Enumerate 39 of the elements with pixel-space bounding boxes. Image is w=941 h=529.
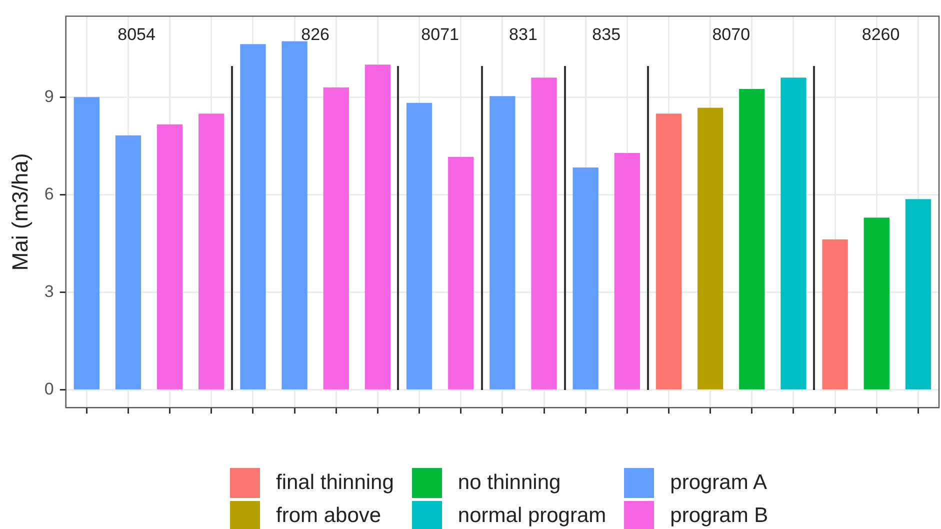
bar — [282, 41, 308, 390]
legend-label: from above — [276, 504, 382, 528]
y-tick-label: 0 — [44, 379, 54, 398]
bar — [822, 239, 848, 390]
bar — [739, 88, 765, 390]
bar — [323, 87, 349, 390]
annotation: 8054 — [118, 24, 156, 44]
bar — [364, 64, 391, 390]
y-tick-label: 3 — [44, 282, 54, 301]
annotation: 831 — [509, 24, 538, 44]
bar — [448, 156, 474, 390]
legend-label: program A — [670, 470, 768, 494]
bar — [406, 102, 432, 390]
bar — [490, 96, 516, 390]
bar — [614, 152, 640, 390]
annotation: 8070 — [712, 24, 750, 44]
bar — [240, 44, 266, 390]
annotation: 8071 — [421, 24, 459, 44]
bar — [864, 218, 890, 390]
bar — [115, 135, 142, 390]
legend-label: program B — [670, 504, 768, 528]
y-axis-title: Mai (m3/ha) — [7, 153, 32, 271]
bar — [697, 108, 724, 390]
bar — [656, 114, 682, 390]
bar — [572, 168, 598, 390]
y-tick-label: 9 — [44, 87, 54, 106]
legend-label: final thinning — [276, 470, 394, 494]
legend-label: normal program — [458, 504, 606, 528]
annotation: 8260 — [862, 24, 900, 44]
y-tick-label: 6 — [44, 184, 54, 204]
bar — [905, 199, 932, 390]
bar — [74, 97, 100, 390]
bar — [780, 78, 806, 390]
bar — [198, 114, 224, 390]
bar — [156, 124, 183, 390]
annotation: 826 — [301, 24, 330, 44]
annotation: 835 — [592, 24, 621, 44]
legend-label: no thinning — [458, 470, 561, 494]
bar — [531, 78, 557, 390]
